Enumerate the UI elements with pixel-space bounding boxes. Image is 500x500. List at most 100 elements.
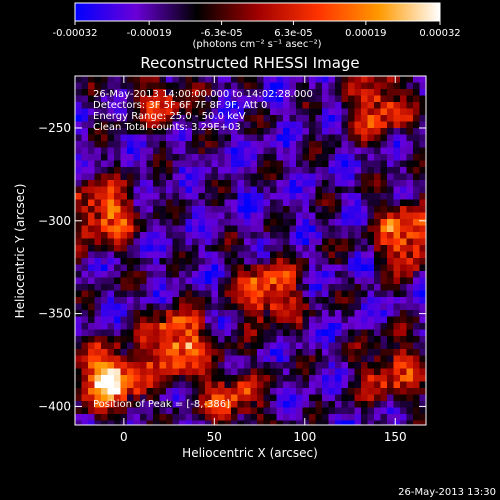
heatmap-cell (185, 381, 193, 389)
heatmap-cell (367, 206, 375, 213)
heatmap-cell (341, 290, 349, 298)
heatmap-cell (244, 342, 251, 350)
heatmap-cell (166, 251, 173, 259)
heatmap-cell (244, 232, 251, 239)
heatmap-cell (231, 368, 238, 376)
heatmap-cell (218, 355, 225, 363)
heatmap-cell (315, 206, 323, 213)
heatmap-cell (107, 128, 115, 135)
heatmap-cell (244, 381, 251, 389)
timestamp: 26-May-2013 13:30 (398, 487, 496, 498)
heatmap-cell (250, 219, 258, 226)
heatmap-cell (75, 316, 82, 324)
heatmap-cell (374, 271, 381, 278)
heatmap-cell (302, 206, 310, 213)
heatmap-cell (250, 414, 258, 421)
heatmap-cell (341, 375, 349, 382)
heatmap-cell (192, 115, 199, 122)
heatmap-cell (159, 297, 167, 304)
heatmap-cell (361, 284, 368, 291)
heatmap-cell (400, 310, 407, 317)
heatmap-cell (237, 121, 245, 129)
heatmap-cell (341, 271, 349, 278)
heatmap-cell (120, 95, 128, 103)
heatmap-cell (127, 108, 134, 116)
heatmap-cell (94, 167, 102, 174)
heatmap-cell (211, 173, 219, 181)
heatmap-cell (94, 349, 102, 356)
heatmap-cell (348, 76, 355, 83)
heatmap-cell (257, 154, 264, 161)
heatmap-cell (322, 375, 329, 382)
heatmap-cell (127, 219, 134, 226)
heatmap-cell (419, 95, 426, 103)
heatmap-cell (159, 329, 167, 337)
heatmap-cell (328, 336, 336, 343)
heatmap-cell (393, 323, 401, 330)
heatmap-cell (380, 420, 388, 425)
heatmap-cell (81, 420, 89, 425)
heatmap-cell (322, 128, 329, 135)
heatmap-cell (296, 219, 303, 226)
heatmap-cell (322, 381, 329, 389)
heatmap-cell (263, 349, 271, 356)
heatmap-cell (400, 362, 407, 369)
heatmap-cell (400, 401, 407, 408)
heatmap-cell (374, 89, 381, 96)
heatmap-cell (328, 167, 336, 174)
heatmap-cell (276, 420, 284, 425)
heatmap-cell (296, 141, 303, 148)
y-tick-label: −350 (38, 307, 71, 321)
heatmap-cell (120, 323, 128, 330)
heatmap-cell (348, 102, 355, 109)
heatmap-cell (114, 349, 121, 356)
heatmap-cell (75, 245, 82, 252)
heatmap-cell (211, 336, 219, 343)
heatmap-cell (231, 355, 238, 363)
heatmap-cell (374, 290, 381, 298)
heatmap-cell (250, 232, 258, 239)
heatmap-cell (244, 141, 251, 148)
heatmap-cell (179, 128, 186, 135)
heatmap-cell (309, 206, 316, 213)
heatmap-cell (289, 219, 297, 226)
heatmap-cell (198, 284, 206, 291)
heatmap-cell (133, 76, 141, 83)
heatmap-cell (374, 316, 381, 324)
heatmap-cell (367, 212, 375, 220)
heatmap-cell (153, 206, 160, 213)
heatmap-cell (185, 219, 193, 226)
heatmap-cell (322, 245, 329, 252)
heatmap-cell (185, 310, 193, 317)
heatmap-cell (302, 115, 310, 122)
heatmap-cell (296, 186, 303, 194)
heatmap-cell (192, 141, 199, 148)
heatmap-cell (211, 167, 219, 174)
heatmap-cell (224, 258, 232, 265)
heatmap-cell (166, 95, 173, 103)
heatmap-cell (270, 277, 277, 285)
heatmap-cell (348, 134, 355, 142)
heatmap-cell (270, 310, 277, 317)
heatmap-cell (140, 212, 147, 220)
heatmap-cell (263, 193, 271, 200)
heatmap-cell (296, 76, 303, 83)
heatmap-cell (140, 264, 147, 272)
heatmap-cell (153, 128, 160, 135)
heatmap-cell (406, 381, 414, 389)
heatmap-cell (133, 180, 141, 187)
heatmap-cell (250, 76, 258, 83)
heatmap-cell (283, 388, 290, 395)
heatmap-cell (133, 206, 141, 213)
heatmap-cell (133, 381, 141, 389)
heatmap-cell (231, 225, 238, 233)
heatmap-cell (224, 310, 232, 317)
heatmap-cell (231, 284, 238, 291)
heatmap-cell (192, 128, 199, 135)
heatmap-cell (211, 82, 219, 90)
heatmap-cell (263, 414, 271, 421)
heatmap-cell (263, 186, 271, 194)
heatmap-cell (192, 108, 199, 116)
heatmap-cell (231, 134, 238, 142)
heatmap-cell (224, 128, 232, 135)
